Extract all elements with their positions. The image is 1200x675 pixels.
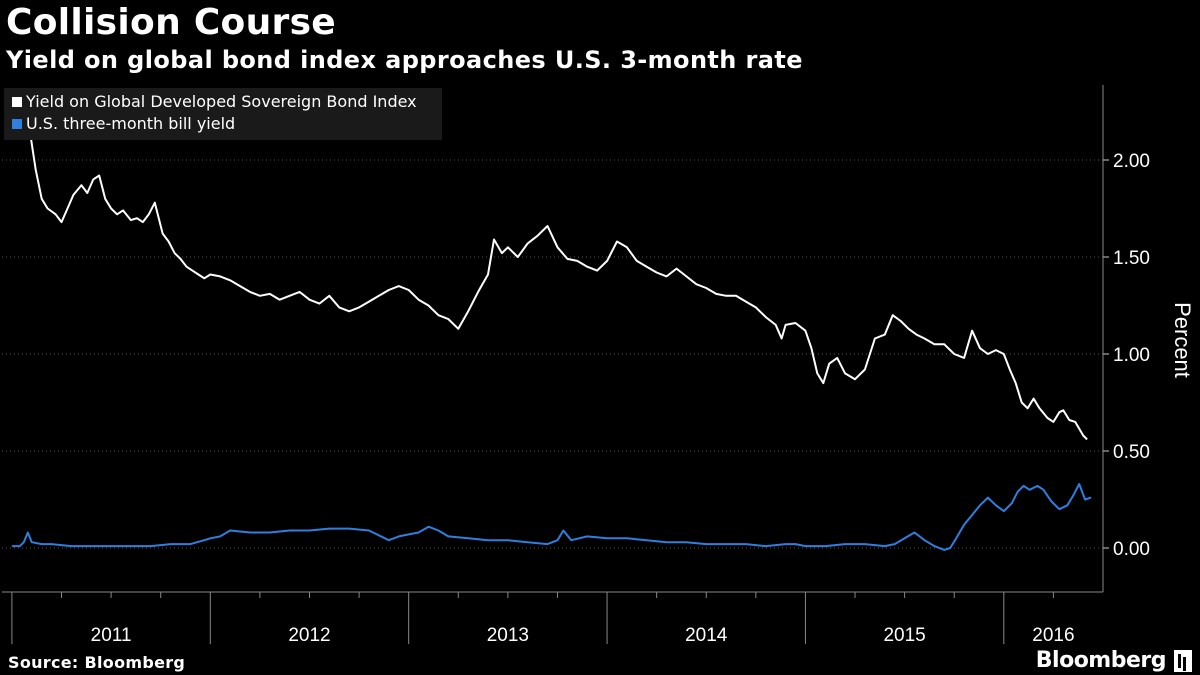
bloomberg-chart-icon [1174, 650, 1192, 672]
legend-label: U.S. three-month bill yield [26, 114, 236, 133]
x-tick-label: 2011 [91, 625, 132, 646]
x-tick-label: 2016 [1032, 625, 1074, 646]
y-tick-label: 0.00 [1113, 539, 1150, 560]
x-tick-label: 2014 [685, 625, 728, 646]
x-tick-label: 2015 [883, 625, 925, 646]
y-axis-label: Percent [1170, 302, 1195, 378]
legend-item-bill-yield: U.S. three-month bill yield [12, 113, 235, 135]
y-tick-label: 2.00 [1113, 151, 1150, 172]
chart-legend: Yield on Global Developed Sovereign Bond… [4, 88, 442, 140]
x-tick-label: 2012 [288, 625, 330, 646]
series-line-bill-yield [11, 483, 1092, 551]
bloomberg-logo-text: Bloomberg [1035, 648, 1167, 673]
legend-swatch-blue [12, 119, 22, 129]
x-tick-label: 2013 [487, 625, 529, 646]
y-tick-label: 1.00 [1113, 345, 1150, 366]
legend-label: Yield on Global Developed Sovereign Bond… [26, 92, 417, 111]
legend-swatch-white [12, 97, 22, 107]
chart-title: Collision Course [6, 2, 337, 43]
chart-subtitle: Yield on global bond index approaches U.… [6, 46, 803, 74]
y-tick-label: 1.50 [1113, 248, 1150, 269]
series-line-global-yield [11, 124, 1088, 441]
source-note: Source: Bloomberg [8, 653, 186, 672]
y-tick-label: 0.50 [1113, 442, 1150, 463]
legend-item-global-yield: Yield on Global Developed Sovereign Bond… [12, 91, 417, 113]
